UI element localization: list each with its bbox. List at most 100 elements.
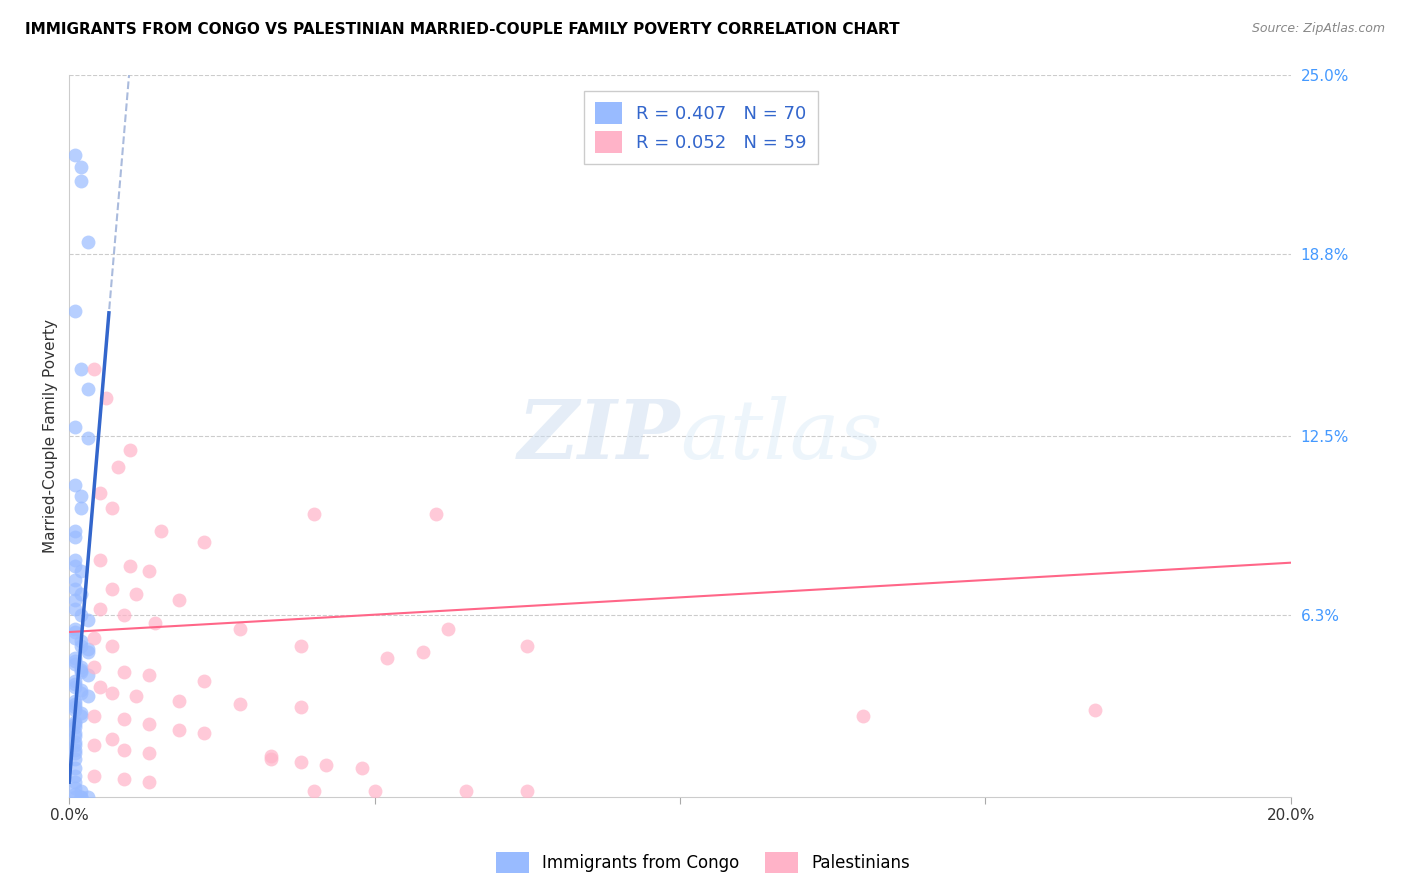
Point (76, 642, 98, 657)
Point (65, 752, 87, 766)
Point (76, 235, 98, 249)
Point (302, 784, 325, 798)
Point (83, 631, 105, 645)
Point (138, 775, 160, 789)
Point (65, 680, 87, 694)
Point (65, 726, 87, 740)
Point (65, 789, 87, 804)
Point (65, 738, 87, 752)
Point (101, 640, 124, 654)
Point (65, 651, 87, 665)
Point (302, 507, 325, 521)
Point (89, 553, 111, 567)
Point (425, 507, 447, 521)
Point (125, 587, 148, 601)
Point (70, 633, 93, 648)
Point (516, 784, 538, 798)
Point (65, 780, 87, 795)
Point (83, 708, 105, 723)
Point (83, 769, 105, 783)
Point (101, 731, 124, 746)
Point (120, 443, 142, 458)
Point (83, 362, 105, 376)
Point (143, 616, 166, 631)
Point (229, 622, 252, 636)
Point (70, 789, 93, 804)
Point (65, 148, 87, 162)
Point (167, 694, 190, 708)
Point (65, 787, 87, 801)
Point (70, 706, 93, 720)
Text: Source: ZipAtlas.com: Source: ZipAtlas.com (1251, 22, 1385, 36)
Point (65, 524, 87, 538)
Point (89, 680, 111, 694)
Point (65, 714, 87, 729)
Point (70, 640, 93, 654)
Point (94, 391, 117, 405)
Point (65, 622, 87, 636)
Point (76, 383, 98, 397)
Point (65, 735, 87, 749)
Text: atlas: atlas (681, 395, 883, 475)
Point (70, 489, 93, 503)
Text: ZIP: ZIP (517, 395, 681, 475)
Text: IMMIGRANTS FROM CONGO VS PALESTINIAN MARRIED-COUPLE FAMILY POVERTY CORRELATION C: IMMIGRANTS FROM CONGO VS PALESTINIAN MAR… (25, 22, 900, 37)
Point (65, 743, 87, 757)
Point (65, 654, 87, 668)
Point (70, 607, 93, 622)
Point (149, 524, 172, 538)
Point (65, 593, 87, 607)
Point (167, 723, 190, 738)
Point (852, 708, 875, 723)
Point (167, 593, 190, 607)
Point (65, 703, 87, 717)
Point (107, 460, 129, 475)
Point (65, 769, 87, 783)
Point (76, 689, 98, 703)
Point (65, 761, 87, 775)
Point (65, 420, 87, 434)
Point (65, 304, 87, 318)
Point (65, 677, 87, 691)
Point (70, 500, 93, 515)
Point (65, 717, 87, 731)
Point (65, 553, 87, 567)
Point (70, 686, 93, 700)
Point (125, 689, 148, 703)
Point (83, 738, 105, 752)
Point (70, 160, 93, 174)
Point (65, 674, 87, 689)
Point (138, 717, 160, 731)
Point (65, 775, 87, 789)
Point (412, 645, 434, 659)
Point (70, 665, 93, 680)
Point (112, 743, 135, 757)
Point (193, 674, 215, 689)
Point (290, 700, 312, 714)
Point (138, 747, 160, 761)
Point (516, 640, 538, 654)
Point (70, 708, 93, 723)
Point (120, 558, 142, 573)
Point (101, 582, 124, 596)
Point (70, 789, 93, 804)
Point (70, 362, 93, 376)
Point (456, 784, 478, 798)
Point (65, 602, 87, 616)
Point (70, 682, 93, 697)
Point (138, 668, 160, 682)
Y-axis label: Married-Couple Family Poverty: Married-Couple Family Poverty (44, 318, 58, 553)
Point (101, 686, 124, 700)
Point (352, 761, 374, 775)
Point (138, 565, 160, 579)
Point (83, 659, 105, 673)
Point (76, 668, 98, 682)
Point (70, 663, 93, 677)
Point (437, 622, 460, 636)
Point (260, 752, 283, 766)
Point (65, 631, 87, 645)
Point (363, 784, 385, 798)
Point (375, 651, 398, 665)
Point (260, 749, 283, 764)
Point (70, 784, 93, 798)
